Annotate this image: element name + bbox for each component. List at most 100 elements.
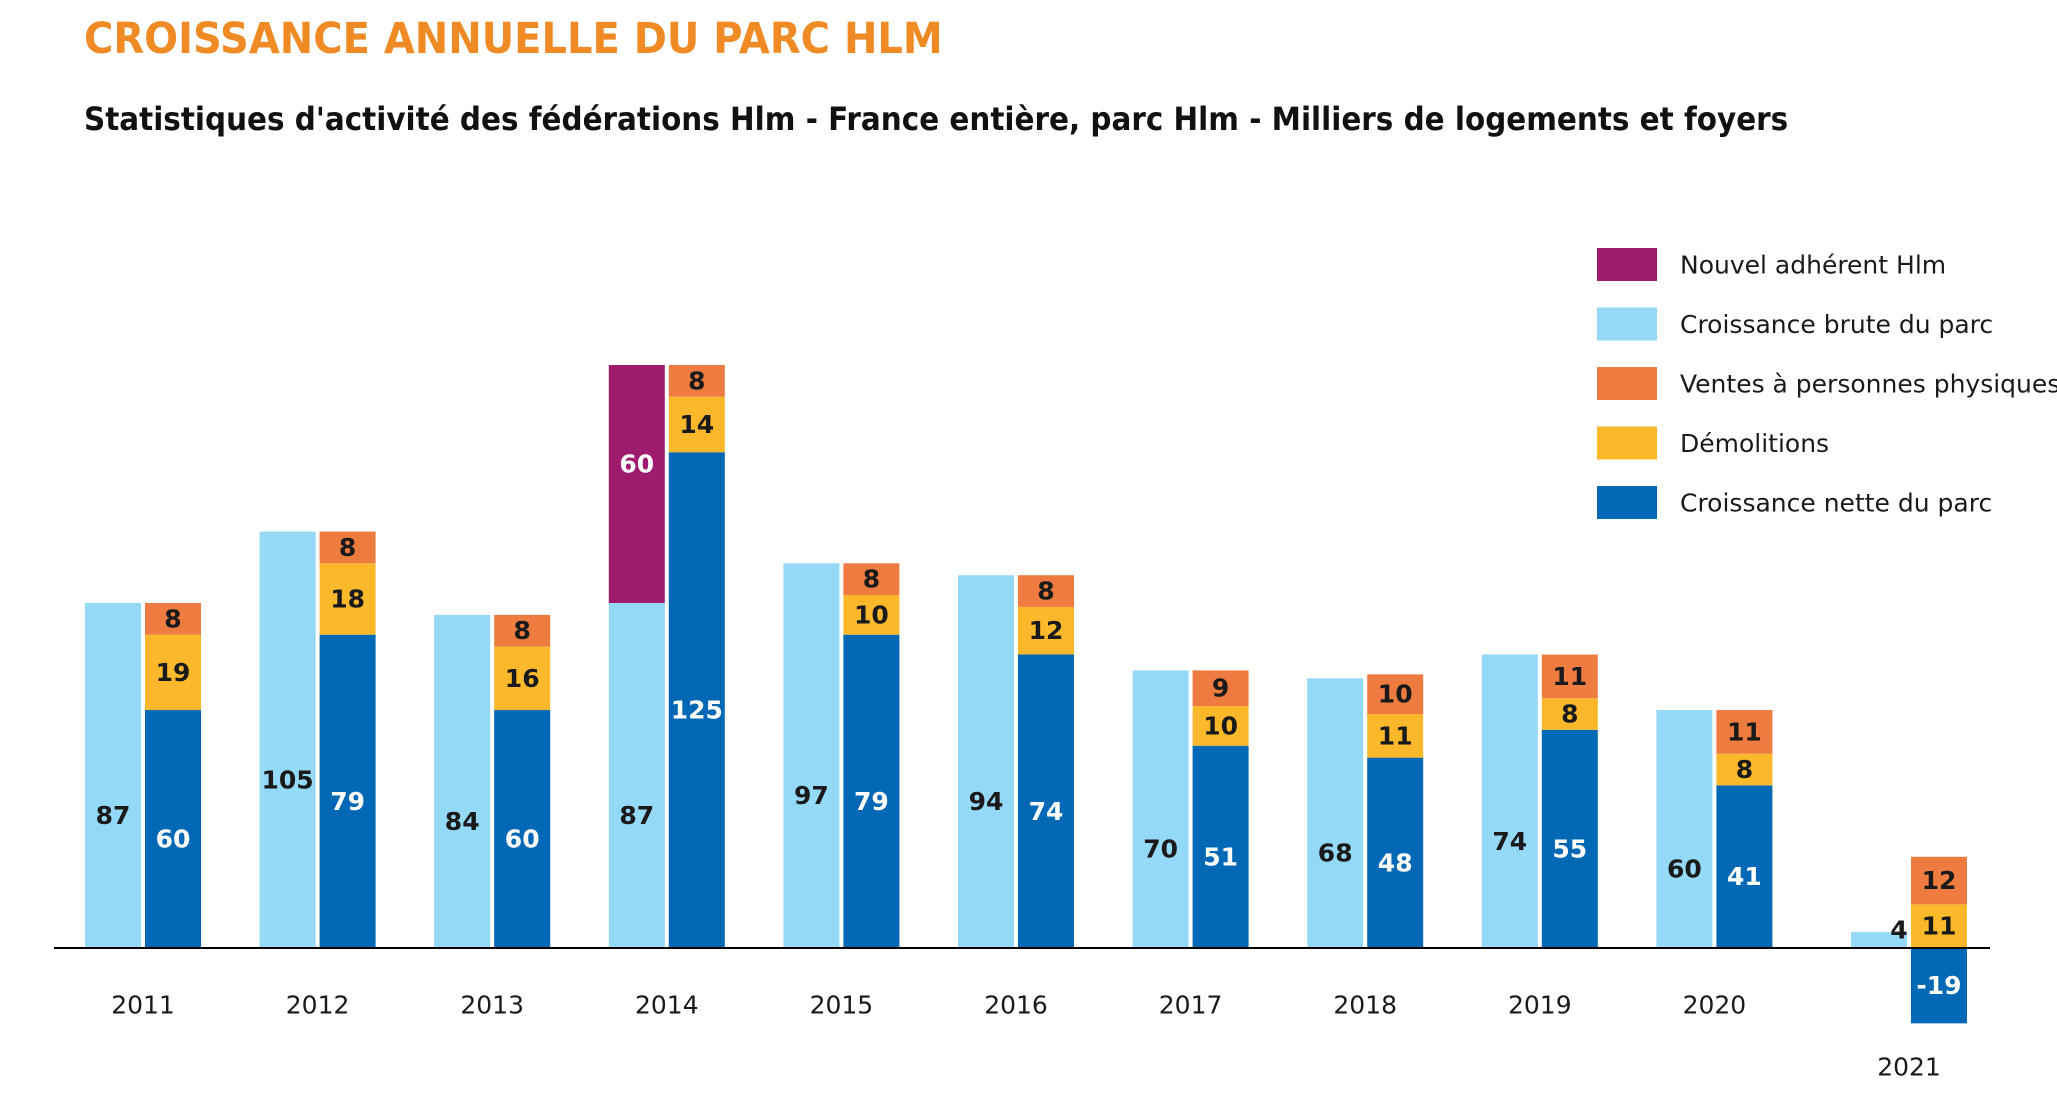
label-sales-2011: 8 bbox=[164, 604, 181, 633]
bar-sales-2011 bbox=[145, 602, 201, 635]
label-gross-2020: 60 bbox=[1667, 855, 1702, 884]
legend: Nouvel adhérent Hlm Croissance brute du p… bbox=[1597, 248, 2057, 519]
legend-item-nouvel-adherent-hlm: Nouvel adhérent Hlm bbox=[1597, 248, 1946, 281]
label-sales-2017: 9 bbox=[1212, 674, 1229, 703]
x-tick-2017: 2017 bbox=[1159, 991, 1223, 1020]
label-new-member-2014: 60 bbox=[619, 449, 654, 478]
bars-layer bbox=[85, 364, 1967, 1024]
bar-gross-2015 bbox=[783, 563, 840, 948]
label-demolitions-2015: 10 bbox=[854, 600, 889, 629]
x-tick-2015: 2015 bbox=[810, 991, 874, 1020]
bar-demolitions-2014 bbox=[668, 396, 725, 453]
legend-item-croissance-brute-du-parc: Croissance brute du parc bbox=[1597, 307, 1993, 341]
bar-net-2016 bbox=[1018, 654, 1074, 948]
label-net-2013: 60 bbox=[505, 825, 540, 854]
bar-sales-2016 bbox=[1018, 575, 1074, 607]
bar-demolitions-2021 bbox=[1911, 904, 1967, 948]
bar-gross-2021 bbox=[1851, 932, 1907, 948]
bar-demolitions-2011 bbox=[145, 634, 201, 711]
bar-net-2021 bbox=[1911, 948, 1967, 1024]
label-sales-2014: 8 bbox=[688, 366, 705, 395]
label-demolitions-2017: 10 bbox=[1203, 711, 1238, 740]
label-gross-2011: 87 bbox=[96, 801, 131, 830]
x-tick-labels: 2011 2012 2013 2014 2015 2016 2017 2018 2019 2020… bbox=[111, 991, 1941, 1082]
label-net-2018: 48 bbox=[1378, 848, 1413, 877]
chart-title: CROISSANCE ANNUELLE DU PARC HLM bbox=[84, 14, 943, 64]
bar-gross-2018 bbox=[1307, 678, 1364, 948]
x-tick-2018: 2018 bbox=[1333, 991, 1397, 1020]
legend-item-croissance-nette-du-parc: Croissance nette du parc bbox=[1597, 486, 1992, 519]
label-demolitions-2013: 16 bbox=[505, 664, 540, 693]
label-net-2016: 74 bbox=[1029, 797, 1064, 826]
bar-demolitions-2012 bbox=[319, 563, 376, 635]
bar-sales-2017 bbox=[1192, 670, 1249, 707]
label-gross-2015: 97 bbox=[794, 781, 829, 810]
legend-swatch-croissance-nette-du-parc bbox=[1597, 486, 1657, 519]
bar-demolitions-2016 bbox=[1018, 606, 1074, 655]
bar-sales-2015 bbox=[843, 563, 900, 596]
x-tick-2014: 2014 bbox=[635, 991, 699, 1020]
label-gross-2019: 74 bbox=[1492, 827, 1527, 856]
x-tick-2019: 2019 bbox=[1508, 991, 1572, 1020]
label-sales-2018: 10 bbox=[1378, 680, 1413, 709]
label-net-2017: 51 bbox=[1203, 842, 1238, 871]
x-tick-2011: 2011 bbox=[111, 991, 175, 1020]
bar-demolitions-2018 bbox=[1367, 714, 1424, 758]
label-sales-2012: 8 bbox=[339, 533, 356, 562]
label-sales-2016: 8 bbox=[1037, 577, 1054, 606]
bar-net-2017 bbox=[1192, 745, 1249, 948]
label-sales-2019: 11 bbox=[1552, 662, 1587, 691]
bar-sales-2013 bbox=[494, 614, 551, 647]
bar-sales-2018 bbox=[1367, 674, 1424, 715]
label-net-2014: 125 bbox=[671, 696, 723, 725]
legend-label-croissance-nette-du-parc: Croissance nette du parc bbox=[1680, 489, 1992, 518]
bar-demolitions-2013 bbox=[494, 646, 551, 711]
bar-net-2019 bbox=[1541, 729, 1598, 948]
x-tick-2012: 2012 bbox=[286, 991, 350, 1020]
label-gross-2014: 87 bbox=[619, 801, 654, 830]
label-sales-2015: 8 bbox=[863, 565, 880, 594]
label-net-2021: -19 bbox=[1916, 971, 1961, 1000]
legend-swatch-nouvel-adherent-hlm bbox=[1597, 248, 1657, 281]
bar-gross-2011 bbox=[85, 602, 141, 948]
label-demolitions-2012: 18 bbox=[330, 584, 365, 613]
label-demolitions-2020: 8 bbox=[1736, 755, 1753, 784]
legend-label-nouvel-adherent-hlm: Nouvel adhérent Hlm bbox=[1680, 251, 1946, 280]
bar-sales-2020 bbox=[1716, 710, 1773, 754]
bar-sales-2019 bbox=[1541, 654, 1598, 699]
bar-gross-2014 bbox=[608, 602, 665, 948]
legend-swatch-croissance-brute-du-parc bbox=[1597, 307, 1657, 341]
label-demolitions-2019: 8 bbox=[1561, 700, 1578, 729]
legend-item-ventes-a-personnes-physiques: Ventes à personnes physiques bbox=[1597, 367, 2057, 400]
bar-sales-2014 bbox=[668, 364, 725, 397]
label-sales-2013: 8 bbox=[513, 616, 530, 645]
bar-net-2015 bbox=[843, 634, 900, 948]
bar-gross-2019 bbox=[1481, 654, 1538, 948]
bar-demolitions-2017 bbox=[1192, 706, 1249, 746]
legend-label-demolitions: Démolitions bbox=[1680, 429, 1829, 458]
legend-swatch-ventes-a-personnes-physiques bbox=[1597, 367, 1657, 400]
legend-swatch-demolitions bbox=[1597, 426, 1657, 460]
label-demolitions-2018: 11 bbox=[1378, 721, 1413, 750]
x-tick-2013: 2013 bbox=[460, 991, 524, 1020]
bar-demolitions-2015 bbox=[843, 595, 900, 635]
x-tick-2021: 2021 bbox=[1877, 1053, 1941, 1082]
label-demolitions-2021: 11 bbox=[1922, 912, 1957, 941]
bar-gross-2012 bbox=[259, 531, 316, 948]
label-sales-2021: 12 bbox=[1922, 866, 1957, 895]
label-demolitions-2011: 19 bbox=[156, 658, 191, 687]
bar-sales-2012 bbox=[319, 531, 376, 564]
label-gross-2018: 68 bbox=[1318, 839, 1353, 868]
legend-label-croissance-brute-du-parc: Croissance brute du parc bbox=[1680, 310, 1993, 339]
label-net-2020: 41 bbox=[1727, 862, 1762, 891]
bar-demolitions-2020 bbox=[1716, 753, 1773, 786]
label-gross-2017: 70 bbox=[1143, 835, 1178, 864]
label-net-2015: 79 bbox=[854, 787, 889, 816]
chart-subtitle: Statistiques d'activité des fédérations … bbox=[84, 100, 1789, 138]
label-net-2011: 60 bbox=[156, 825, 191, 854]
bar-gross-2020 bbox=[1656, 710, 1713, 948]
bar-gross-2017 bbox=[1132, 670, 1189, 948]
label-sales-2020: 11 bbox=[1727, 717, 1762, 746]
